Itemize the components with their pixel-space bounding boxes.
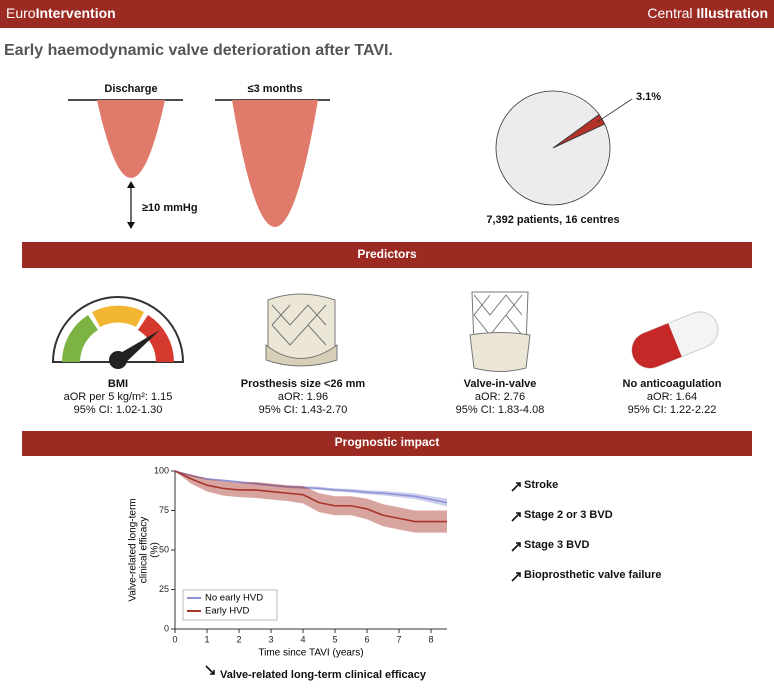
x-tick-label: 6	[364, 634, 369, 644]
y-tick-label: 50	[159, 544, 169, 554]
y-axis-label: Valve-related long-term	[128, 498, 139, 601]
brand-light: Euro	[6, 5, 36, 21]
predictor-stat: aOR: 1.96	[278, 391, 328, 403]
pie-value-label: 3.1%	[636, 91, 661, 103]
x-tick-label: 8	[428, 634, 433, 644]
x-tick-label: 1	[204, 634, 209, 644]
y-tick-label: 25	[159, 584, 169, 594]
legend-label: No early HVD	[205, 593, 263, 604]
x-tick-label: 0	[172, 634, 177, 644]
header-brand: EuroIntervention	[6, 5, 116, 21]
predictor-stat: 95% CI: 1.02-1.30	[74, 404, 163, 416]
label-bold: Illustration	[696, 5, 768, 21]
predictor-name: BMI	[108, 378, 128, 390]
increased-outcome: Stage 3 BVD	[524, 539, 589, 551]
x-tick-label: 3	[268, 634, 273, 644]
predictor-stat: 95% CI: 1.22-2.22	[628, 404, 717, 416]
x-tick-label: 5	[332, 634, 337, 644]
y-axis-label: clinical efficacy	[139, 517, 150, 584]
header-bar	[0, 0, 774, 28]
x-tick-label: 4	[300, 634, 305, 644]
valve-icon	[469, 291, 531, 372]
header-label: Central Illustration	[647, 5, 768, 21]
up-arrow	[511, 512, 521, 522]
down-arrow	[205, 665, 215, 675]
gradient-shape	[232, 100, 318, 227]
legend-label: Early HVD	[205, 606, 249, 617]
brand-bold: Intervention	[36, 5, 116, 21]
survival-line	[174, 470, 448, 504]
section-bar	[22, 431, 752, 456]
predictor-name: No anticoagulation	[623, 378, 722, 390]
increased-outcome: Stroke	[524, 479, 558, 491]
legend-box	[182, 589, 278, 621]
section-title: Prognostic impact	[335, 435, 440, 449]
up-arrow	[511, 542, 521, 552]
x-tick-label: 7	[396, 634, 401, 644]
up-arrow	[511, 482, 521, 492]
predictor-name: Valve-in-valve	[464, 378, 537, 390]
gauge-icon	[51, 296, 185, 369]
up-arrow	[511, 572, 521, 582]
predictor-stat: aOR: 1.64	[647, 391, 697, 403]
pie-slice	[495, 90, 611, 206]
increase-label: ≥10 mmHg	[142, 202, 198, 214]
x-axis-label: Time since TAVI (years)	[258, 648, 363, 659]
predictor-stat: aOR per 5 kg/m²: 1.15	[64, 391, 173, 403]
y-axis-label: (%)	[150, 542, 161, 558]
y-tick-label: 75	[159, 505, 169, 515]
valve-icon	[265, 293, 338, 367]
section-title: Predictors	[357, 247, 417, 261]
pill-icon	[631, 311, 719, 369]
page-title: Early haemodynamic valve deterioration a…	[4, 42, 393, 59]
gradient-shape	[97, 100, 165, 178]
predictor-stat: 95% CI: 1.83-4.08	[456, 404, 545, 416]
survival-line	[174, 470, 447, 523]
leader-line	[597, 98, 633, 123]
later-label: ≤3 months	[248, 83, 303, 95]
confidence-band	[175, 471, 447, 533]
y-tick-label: 100	[154, 465, 169, 475]
predictor-stat: aOR: 2.76	[475, 391, 525, 403]
decreased-outcome: Valve-related long-term clinical efficac…	[220, 669, 427, 681]
discharge-label: Discharge	[104, 83, 157, 95]
section-bar	[22, 242, 752, 268]
predictor-stat: 95% CI: 1.43-2.70	[259, 404, 348, 416]
pie-caption: 7,392 patients, 16 centres	[486, 214, 619, 226]
predictor-name: Prosthesis size <26 mm	[241, 378, 366, 390]
y-tick-label: 0	[164, 623, 169, 633]
increased-outcome: Stage 2 or 3 BVD	[524, 509, 613, 521]
label-light: Central	[647, 5, 692, 21]
x-tick-label: 2	[236, 634, 241, 644]
increased-outcome: Bioprosthetic valve failure	[524, 569, 662, 581]
